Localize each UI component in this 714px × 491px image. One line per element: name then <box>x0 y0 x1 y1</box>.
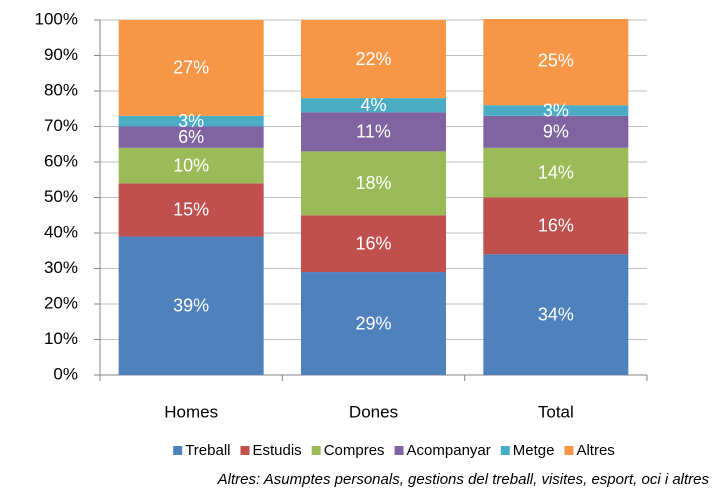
bar-segment <box>118 183 264 237</box>
value-label: 9% <box>543 122 569 142</box>
bar-segment <box>483 254 629 375</box>
legend-label: Estudis <box>252 442 301 459</box>
value-label: 10% <box>173 155 209 175</box>
bar-segment <box>483 19 629 106</box>
legend-swatch <box>394 446 404 455</box>
x-tick-label: Dones <box>349 402 398 421</box>
value-label: 39% <box>173 296 209 316</box>
value-label: 15% <box>173 200 209 220</box>
y-tick-label: 10% <box>44 329 78 348</box>
y-tick-label: 100% <box>35 9 78 28</box>
bar-segment <box>301 215 446 273</box>
legend-swatch <box>500 446 510 455</box>
y-tick-label: 20% <box>44 293 78 312</box>
bars <box>118 19 629 375</box>
value-label: 16% <box>538 216 574 236</box>
bar-segment <box>118 126 264 148</box>
value-label: 18% <box>355 173 391 193</box>
value-label: 16% <box>355 233 391 253</box>
legend-label: Compres <box>324 442 385 459</box>
value-label: 14% <box>538 162 574 182</box>
legend-swatch <box>311 446 321 455</box>
value-label: 6% <box>178 127 204 147</box>
y-tick-label: 80% <box>44 80 78 99</box>
bar-segment <box>301 112 446 152</box>
bar-segment <box>483 197 629 255</box>
value-label: 34% <box>538 304 574 324</box>
bar-segment <box>118 115 264 127</box>
y-tick-label: 60% <box>44 151 78 170</box>
legend: Treball Estudis Compres Acompanyar Metge Altr… <box>173 442 615 459</box>
value-label: 11% <box>356 122 391 142</box>
value-label: 4% <box>360 95 386 115</box>
value-label: 22% <box>355 49 391 69</box>
legend-swatch <box>564 446 574 455</box>
legend-swatch <box>173 446 183 455</box>
legend-label: Metge <box>513 442 555 459</box>
value-label: 3% <box>178 111 204 131</box>
y-tick-label: 30% <box>44 258 78 277</box>
bar-segment <box>301 98 446 113</box>
bar-segment <box>483 147 629 198</box>
legend-swatch <box>240 446 250 455</box>
value-label: 29% <box>355 313 391 333</box>
value-label: 25% <box>538 51 574 71</box>
bar-segment <box>301 20 446 99</box>
bar-segment <box>118 147 264 184</box>
annotation: Altres: Asumptes personals, gestions del… <box>217 471 710 488</box>
bar-segment <box>483 115 629 148</box>
bar-segment <box>118 20 264 116</box>
y-tick-label: 40% <box>44 222 78 241</box>
bar-segment <box>301 151 446 216</box>
labels: 0% 10% 20% 30% 40% 50% 60% 70% 80% 90% 100% Homes 39… <box>35 9 574 421</box>
y-tick-label: 70% <box>44 116 78 135</box>
x-tick-label: Homes <box>164 402 218 421</box>
bar-segment <box>301 272 446 375</box>
y-tick-label: 50% <box>44 187 78 206</box>
value-label: 27% <box>173 58 209 78</box>
x-tick-label: Total <box>538 402 574 421</box>
bar-segment <box>483 105 629 116</box>
legend-label: Acompanyar <box>407 442 491 459</box>
legend-label: Altres <box>576 442 614 459</box>
y-tick-label: 90% <box>44 45 78 64</box>
legend-label: Treball <box>185 442 230 459</box>
y-tick-label: 0% <box>53 364 78 383</box>
value-label: 3% <box>543 100 569 120</box>
bar-segment <box>118 236 264 375</box>
